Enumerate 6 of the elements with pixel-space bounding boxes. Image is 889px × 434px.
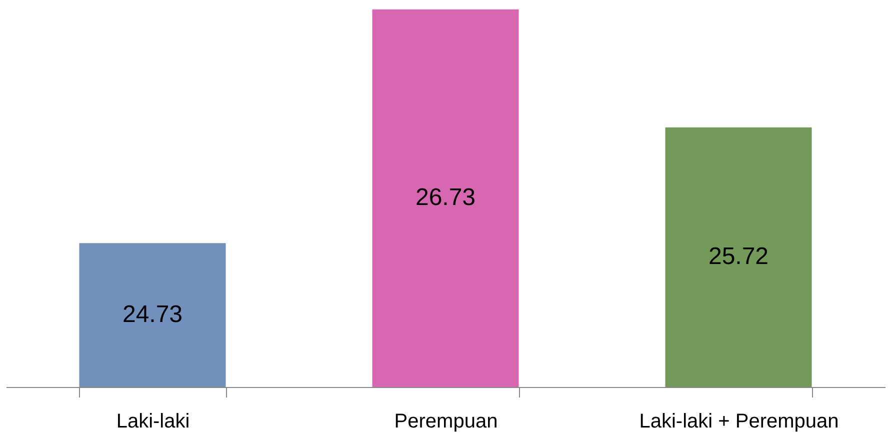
- data-label: 25.72: [708, 243, 769, 270]
- data-label: 24.73: [122, 301, 183, 328]
- x-tick-label: Perempuan: [394, 410, 498, 432]
- x-tick-label: Laki-laki + Perempuan: [639, 410, 839, 432]
- x-tick-label: Laki-laki: [116, 410, 190, 432]
- data-label: 26.73: [415, 184, 476, 212]
